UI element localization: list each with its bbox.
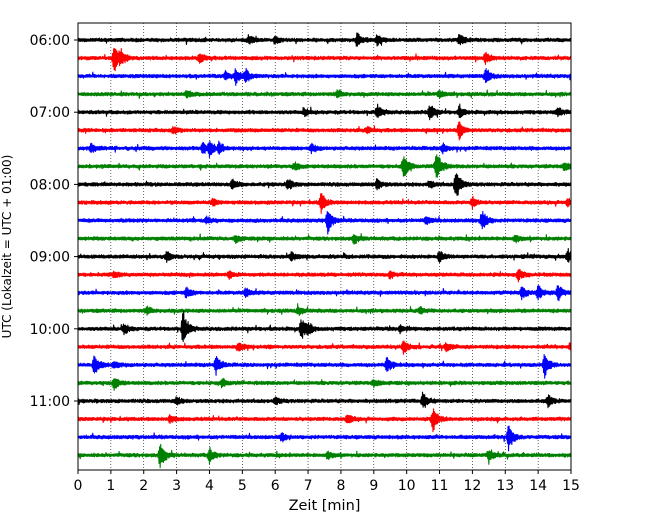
seismic-trace-1015 <box>77 340 572 355</box>
plot-frame <box>77 22 572 471</box>
y-tick-label: 10:00 <box>30 322 70 338</box>
seismic-trace-0800 <box>77 173 572 197</box>
seismic-trace-1145 <box>77 443 572 469</box>
y-tick-label: 06:00 <box>30 33 70 49</box>
x-tick-label: 9 <box>369 478 378 494</box>
seismic-trace-0730 <box>77 140 572 159</box>
y-tick-label: 09:00 <box>30 250 70 266</box>
y-tick-label: 08:00 <box>30 177 70 193</box>
x-tick-label: 12 <box>463 478 481 494</box>
x-tick-label: 3 <box>172 478 181 494</box>
seismic-trace-0930 <box>77 284 572 302</box>
x-tick-label: 14 <box>529 478 547 494</box>
seismic-trace-0915 <box>77 268 572 283</box>
x-tick-label: 10 <box>398 478 416 494</box>
grid-lines <box>110 23 539 470</box>
x-tick-label: 4 <box>205 478 214 494</box>
x-tick-label: 6 <box>271 478 280 494</box>
seismic-trace-0600 <box>77 32 572 47</box>
x-axis-label: Zeit [min] <box>289 498 361 514</box>
seismic-traces <box>77 32 572 469</box>
x-tick-label: 13 <box>496 478 514 494</box>
y-tick-label: 07:00 <box>30 105 70 121</box>
x-tick-label: 5 <box>238 478 247 494</box>
seismic-trace-1130 <box>77 425 572 452</box>
y-axis-label: UTC (Lokalzeit = UTC + 01:00) <box>0 155 14 339</box>
x-tick-label: 0 <box>74 478 83 494</box>
seismic-trace-0745 <box>77 154 572 178</box>
seismic-trace-0645 <box>77 89 572 99</box>
seismic-trace-0715 <box>77 121 572 141</box>
seismic-trace-1100 <box>77 391 572 409</box>
y-tick-label: 11:00 <box>30 394 70 410</box>
x-tick-label: 15 <box>562 478 580 494</box>
seismic-trace-0700 <box>77 103 572 121</box>
seismic-trace-0845 <box>77 233 572 245</box>
x-tick-label: 8 <box>336 478 345 494</box>
y-axis-ticks: 06:00 07:00 08:00 09:00 10:00 11:00 <box>30 33 78 410</box>
seismic-trace-0900 <box>77 248 572 264</box>
seismic-trace-1000 <box>77 310 572 343</box>
x-tick-label: 2 <box>139 478 148 494</box>
x-tick-label: 7 <box>304 478 313 494</box>
seismic-trace-1030 <box>77 353 572 379</box>
seismic-trace-0630 <box>77 67 572 86</box>
x-tick-label: 11 <box>431 478 449 494</box>
seismic-trace-0945 <box>77 303 572 316</box>
x-tick-label: 1 <box>106 478 115 494</box>
seismic-trace-1045 <box>77 377 572 391</box>
x-axis-ticks: 0 1 2 3 4 5 6 7 8 9 10 11 12 13 14 15 <box>74 470 580 494</box>
seismic-trace-0615 <box>77 47 572 72</box>
seismic-trace-1115 <box>77 408 572 433</box>
seismic-trace-0815 <box>77 192 572 214</box>
seismic-trace-0830 <box>77 210 572 235</box>
